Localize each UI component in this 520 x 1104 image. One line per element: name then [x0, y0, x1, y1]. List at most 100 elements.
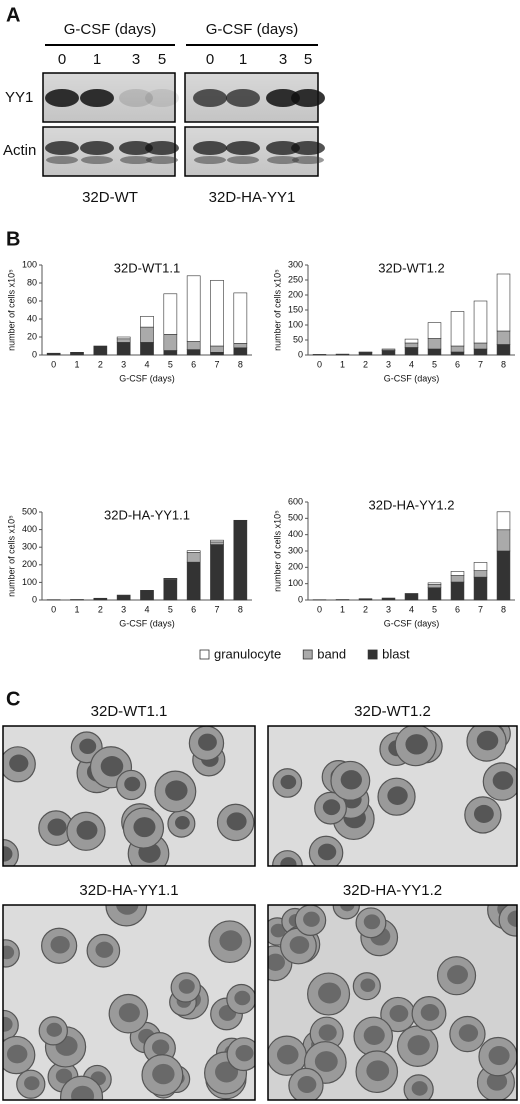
micrograph-title: 32D-WT1.2: [354, 703, 431, 720]
legend-label: blast: [382, 646, 410, 661]
nucleus: [297, 1075, 317, 1094]
x-tick-label: 4: [409, 359, 414, 369]
y-tick-label: 200: [22, 559, 37, 569]
x-tick-label: 4: [144, 604, 149, 614]
nucleus: [486, 1072, 508, 1091]
y-tick-label: 100: [22, 259, 37, 269]
blot-band: [46, 156, 78, 164]
nucleus: [447, 965, 468, 985]
nucleus: [235, 1044, 254, 1062]
x-tick-label: 3: [121, 359, 126, 369]
x-tick-label: 5: [432, 604, 437, 614]
cell-line-label: 32D-WT: [82, 189, 138, 206]
y-tick-label: 80: [27, 277, 37, 287]
x-tick-label: 6: [191, 604, 196, 614]
y-tick-label: 0: [32, 349, 37, 359]
legend-swatch: [199, 649, 210, 660]
y-tick-label: 250: [288, 274, 303, 284]
bar-segment: [450, 575, 465, 583]
nucleus: [322, 799, 341, 816]
micrograph: [3, 726, 255, 866]
bar-segment: [496, 273, 511, 332]
bar-segment: [210, 279, 224, 347]
chart-title: 32D-HA-YY1.1: [104, 507, 190, 522]
y-tick-label: 600: [288, 496, 303, 506]
bar-segment: [358, 351, 373, 353]
y-tick-label: 500: [288, 513, 303, 523]
bar-segment: [427, 348, 442, 356]
blot-band: [80, 141, 114, 155]
blot-band: [80, 89, 114, 107]
bar-segment: [427, 322, 442, 339]
blot-band: [227, 156, 259, 164]
nucleus: [405, 734, 428, 755]
nucleus: [420, 1004, 440, 1021]
nucleus: [6, 1044, 28, 1064]
bar-segment: [70, 599, 84, 601]
nucleus: [303, 911, 320, 927]
lane-label: 3: [279, 51, 287, 68]
micrograph-title: 32D-WT1.1: [91, 703, 168, 720]
y-tick-label: 100: [288, 319, 303, 329]
nucleus: [340, 770, 362, 790]
x-tick-label: 3: [121, 604, 126, 614]
nucleus: [268, 953, 286, 971]
bar-segment: [46, 352, 61, 356]
x-tick-label: 1: [74, 359, 79, 369]
nucleus: [175, 816, 190, 830]
bar-segment: [210, 351, 224, 356]
bar-segment: [473, 570, 488, 578]
x-tick-label: 0: [317, 604, 322, 614]
y-tick-label: 400: [22, 524, 37, 534]
bar-segment: [140, 315, 154, 328]
y-axis-label: number of cells x10⁵: [272, 510, 282, 592]
x-tick-label: 3: [386, 604, 391, 614]
y-tick-label: 400: [288, 529, 303, 539]
x-tick-label: 7: [214, 604, 219, 614]
nucleus: [314, 1051, 338, 1072]
x-tick-label: 0: [51, 359, 56, 369]
nucleus: [95, 941, 114, 958]
legend-label: granulocyte: [214, 646, 281, 661]
nucleus: [280, 857, 297, 866]
nucleus: [124, 776, 141, 792]
bar-segment: [233, 519, 248, 522]
nucleus: [340, 905, 355, 912]
x-axis-label: G-CSF (days): [384, 618, 440, 628]
bar-segment: [210, 539, 224, 543]
y-tick-label: 0: [298, 349, 303, 359]
nucleus: [289, 936, 310, 954]
nucleus: [507, 910, 517, 927]
y-tick-label: 0: [298, 594, 303, 604]
nucleus: [366, 1060, 390, 1082]
bar-segment: [427, 582, 442, 585]
bar-segment: [163, 293, 178, 335]
blot-band: [45, 141, 79, 155]
nucleus: [226, 812, 247, 831]
nucleus: [280, 774, 297, 790]
lane-label: 5: [304, 51, 312, 68]
nucleus: [387, 786, 408, 805]
y-tick-label: 200: [288, 562, 303, 572]
bar-segment: [450, 571, 465, 576]
nucleus: [389, 1004, 409, 1023]
micrograph-frame: [267, 904, 518, 1101]
bar-segment: [473, 348, 488, 356]
cell-line-label: 32D-HA-YY1: [209, 189, 296, 206]
nucleus: [276, 1044, 299, 1065]
x-tick-label: 2: [98, 359, 103, 369]
x-tick-label: 1: [340, 359, 345, 369]
x-tick-label: 2: [363, 604, 368, 614]
micrograph: [3, 905, 255, 1100]
x-tick-label: 5: [168, 359, 173, 369]
y-tick-label: 100: [288, 578, 303, 588]
blot-band: [81, 156, 113, 164]
bar-segment: [233, 342, 248, 349]
x-tick-label: 4: [144, 359, 149, 369]
x-tick-label: 2: [363, 359, 368, 369]
y-tick-label: 300: [22, 542, 37, 552]
nucleus: [407, 1035, 430, 1056]
